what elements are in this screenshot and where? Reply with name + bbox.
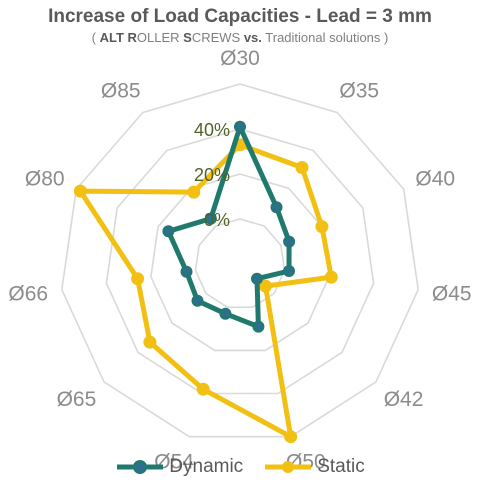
- radar-grid: [60, 83, 420, 438]
- tick-label-0: 0%: [204, 210, 230, 230]
- marker-dynamic-4: [251, 272, 263, 285]
- marker-dynamic-7: [191, 294, 204, 307]
- category-label-3: Ø45: [432, 282, 472, 305]
- marker-dynamic-9: [162, 225, 175, 238]
- marker-dynamic-8: [180, 265, 193, 278]
- chart-subtitle: ( ALT ROLLER SCREWS vs. Traditional solu…: [0, 30, 480, 45]
- grid-ring-2: [150, 173, 330, 352]
- marker-dynamic-0: [234, 120, 246, 133]
- tick-label-2: 40%: [194, 120, 230, 140]
- legend-marker-static: [282, 461, 295, 473]
- subtitle-bold: ALT R: [99, 30, 137, 45]
- subtitle-part: OLLER: [136, 30, 184, 45]
- category-label-6: Ø54: [154, 451, 194, 474]
- grid-ring-1: [194, 218, 286, 309]
- marker-static-2: [315, 220, 329, 234]
- marker-static-6: [196, 382, 210, 396]
- radar-series: [73, 120, 338, 444]
- series-line-static: [77, 142, 334, 440]
- legend-label-static: Static: [317, 456, 365, 477]
- radar-labels: Ø30Ø35Ø40Ø45Ø42Ø50Ø54Ø65Ø66Ø80Ø850%20%40…: [8, 47, 471, 474]
- tick-label-1: 20%: [194, 165, 230, 185]
- legend-item-static: Static: [263, 456, 365, 478]
- marker-static-3: [324, 270, 338, 284]
- marker-static-7: [143, 335, 157, 349]
- marker-static-5: [284, 430, 298, 444]
- category-label-4: Ø42: [384, 388, 424, 411]
- category-label-2: Ø40: [415, 167, 455, 190]
- chart-title: Increase of Load Capacities - Lead = 3 m…: [48, 6, 432, 27]
- marker-static-4: [259, 279, 272, 293]
- marker-dynamic-6: [219, 307, 232, 320]
- category-label-10: Ø85: [101, 80, 141, 103]
- category-label-8: Ø66: [8, 282, 48, 305]
- marker-dynamic-5: [252, 320, 265, 333]
- grid-ring-4: [60, 83, 420, 438]
- marker-static-8: [131, 272, 145, 286]
- category-label-9: Ø80: [25, 167, 65, 190]
- legend-swatch-dynamic: [117, 460, 164, 474]
- marker-dynamic-3: [283, 265, 295, 277]
- marker-dynamic-10: [204, 212, 217, 225]
- marker-dynamic-1: [270, 201, 283, 214]
- subtitle-bold: S: [183, 30, 192, 45]
- subtitle-part: Traditional solutions ): [261, 30, 389, 45]
- category-label-7: Ø65: [57, 388, 97, 411]
- grid-ring-3: [105, 128, 375, 395]
- category-label-0: Ø30: [220, 47, 260, 70]
- marker-static-1: [295, 161, 309, 174]
- subtitle-part: (: [91, 30, 100, 45]
- legend-label-dynamic: Dynamic: [169, 456, 244, 477]
- marker-static-9: [73, 184, 87, 198]
- marker-static-10: [187, 185, 201, 199]
- legend: Dynamic Static: [0, 456, 480, 478]
- legend-marker-dynamic: [133, 460, 148, 474]
- marker-dynamic-2: [283, 235, 296, 248]
- subtitle-bold: vs.: [243, 30, 262, 45]
- legend-item-dynamic: Dynamic: [115, 456, 243, 478]
- legend-swatch-static: [265, 461, 312, 473]
- subtitle-part: CREWS: [191, 30, 244, 45]
- category-label-1: Ø35: [339, 80, 379, 103]
- series-line-dynamic: [165, 124, 292, 330]
